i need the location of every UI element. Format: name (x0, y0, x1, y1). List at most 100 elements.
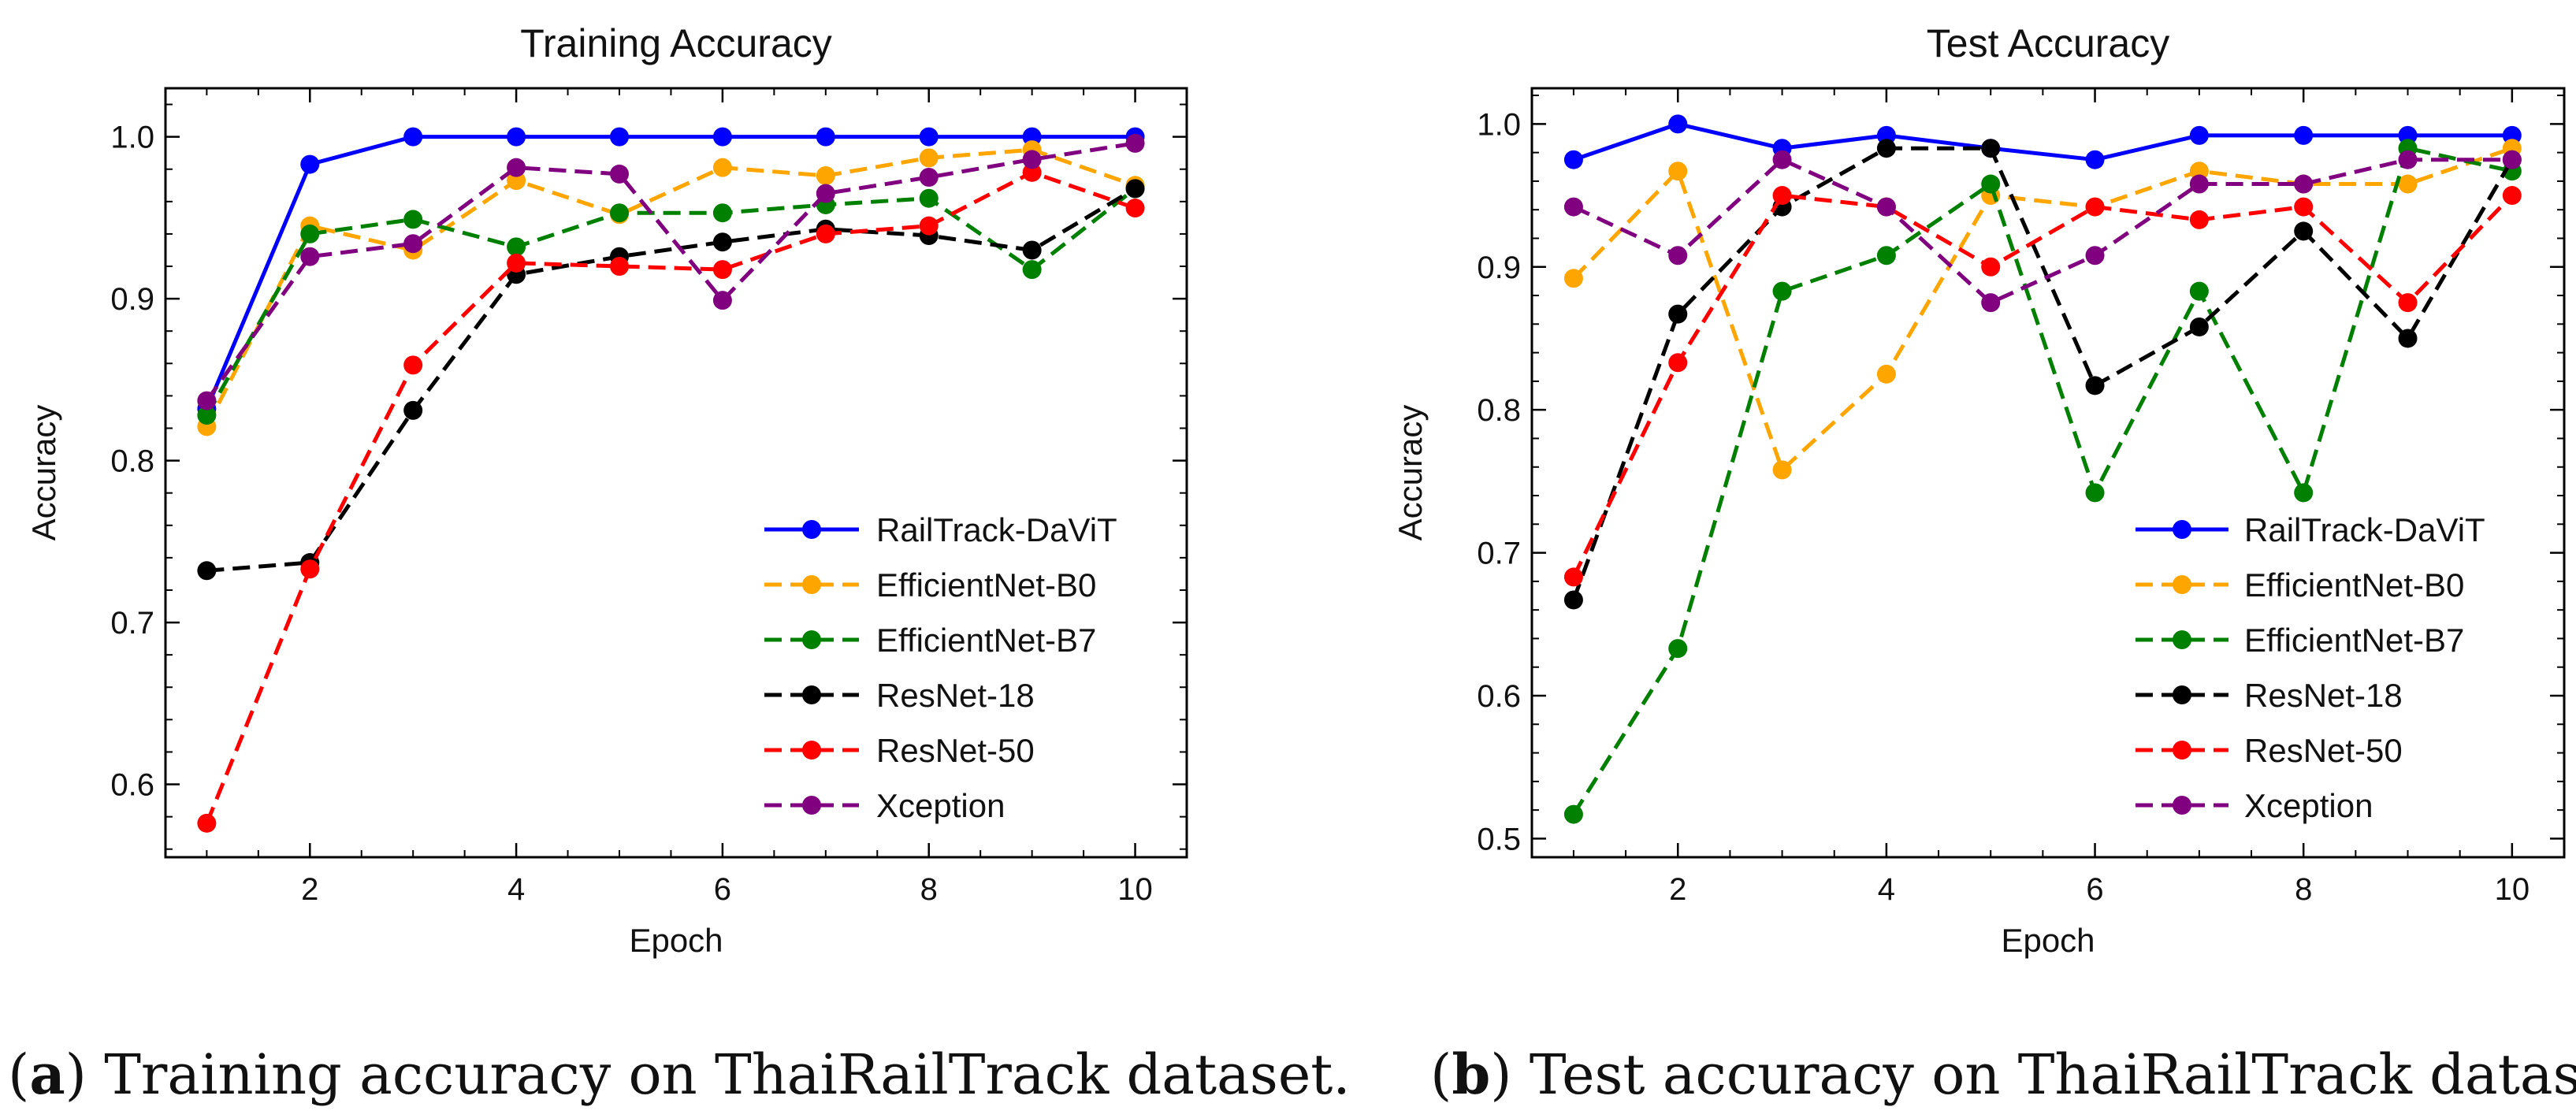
test-point-xception-epoch-3 (1772, 150, 1792, 169)
train-x-axis-label: Epoch (629, 922, 723, 959)
test-point-xception-epoch-5 (1981, 293, 2001, 313)
train-series-line-efficientnet-b0 (205, 147, 1136, 428)
train-series-line-resnet-18 (206, 187, 1136, 573)
train-y-tick-label-1-0: 1.0 (110, 121, 154, 155)
test-legend-marker-railtrack-davit (2173, 520, 2191, 539)
train-x-tick-label-2: 2 (301, 872, 318, 907)
test-y-tick-label-0-8: 0.8 (1477, 393, 1521, 428)
test-legend-label-xception: Xception (2244, 787, 2373, 824)
test-point-efficientnet-b7-epoch-7 (2189, 281, 2209, 301)
train-legend-label-xception: Xception (876, 787, 1005, 824)
train-legend-marker-railtrack-davit (802, 520, 821, 539)
train-y-axis-label: Accuracy (25, 405, 62, 541)
train-point-resnet-18-epoch-3 (403, 400, 423, 420)
test-point-xception-epoch-8 (2294, 174, 2314, 194)
train-legend-label-resnet-18: ResNet-18 (876, 677, 1035, 714)
train-legend-label-efficientnet-b7: EfficientNet-B7 (876, 622, 1096, 659)
train-point-railtrack-davit-epoch-8 (919, 127, 939, 147)
train-series-xception (197, 133, 1145, 410)
test-y-tick-label-0-5: 0.5 (1477, 822, 1521, 856)
test-legend-marker-efficientnet-b7 (2173, 630, 2191, 649)
train-point-resnet-50-epoch-4 (507, 253, 526, 273)
test-point-railtrack-davit-epoch-8 (2294, 125, 2314, 145)
test-x-tick-label-4: 4 (1878, 872, 1895, 907)
test-point-efficientnet-b0-epoch-3 (1772, 460, 1792, 480)
test-chart-title: Test Accuracy (1927, 21, 2169, 65)
train-point-xception-epoch-8 (919, 168, 939, 188)
test-accuracy-panel: 2 4 6 8 10 0.5 0.6 0.7 0.8 0.9 1.0 Test Accuracy Epo… (1392, 21, 2576, 1107)
test-point-resnet-18-epoch-2 (1668, 304, 1688, 324)
test-point-efficientnet-b0-epoch-2 (1668, 162, 1688, 181)
test-y-axis-label: Accuracy (1392, 405, 1429, 541)
train-legend-marker-efficientnet-b7 (802, 630, 821, 649)
train-caption-letter: a (29, 1042, 65, 1107)
test-series-railtrack-davit (1563, 114, 2522, 169)
test-caption-letter: b (1452, 1042, 1490, 1107)
train-point-railtrack-davit-epoch-3 (403, 127, 423, 147)
test-point-resnet-50-epoch-10 (2502, 186, 2522, 206)
train-y-tick-label-0-8: 0.8 (110, 444, 154, 479)
train-series-efficientnet-b7 (197, 179, 1145, 425)
test-point-resnet-50-epoch-7 (2189, 210, 2209, 229)
train-legend-label-efficientnet-b0: EfficientNet-B0 (876, 566, 1096, 604)
train-point-xception-epoch-3 (403, 234, 423, 254)
test-point-efficientnet-b0-epoch-4 (1876, 364, 1896, 384)
train-legend-marker-resnet-18 (802, 685, 821, 704)
train-point-resnet-50-epoch-10 (1125, 199, 1145, 218)
test-caption-open-paren: ( (1430, 1042, 1452, 1107)
test-legend-marker-efficientnet-b0 (2173, 575, 2191, 594)
train-point-efficientnet-b7-epoch-9 (1022, 260, 1042, 280)
test-legend-label-railtrack-davit: RailTrack-DaViT (2244, 511, 2485, 548)
test-point-railtrack-davit-epoch-2 (1668, 114, 1688, 134)
training-accuracy-panel: 2 4 6 8 10 0.6 0.7 0.8 0.9 1.0 Training Accuracy Ep… (8, 21, 1351, 1107)
test-point-xception-epoch-2 (1668, 246, 1688, 266)
test-point-resnet-18-epoch-4 (1876, 139, 1896, 158)
test-x-tick-label-10: 10 (2495, 872, 2530, 907)
test-point-resnet-18-epoch-8 (2294, 221, 2314, 241)
train-point-resnet-50-epoch-9 (1022, 162, 1042, 182)
test-point-resnet-18-epoch-6 (2085, 376, 2105, 396)
test-point-efficientnet-b7-epoch-2 (1668, 639, 1688, 659)
test-point-resnet-50-epoch-3 (1772, 186, 1792, 206)
train-caption-open-paren: ( (8, 1042, 29, 1107)
train-x-tick-label-4: 4 (507, 872, 525, 907)
train-y-tick-label-0-9: 0.9 (110, 282, 154, 317)
test-point-xception-epoch-4 (1876, 197, 1896, 217)
test-legend-label-resnet-18: ResNet-18 (2244, 677, 2403, 714)
test-point-resnet-50-epoch-9 (2398, 293, 2418, 313)
test-point-efficientnet-b7-epoch-1 (1563, 804, 1583, 824)
train-point-xception-epoch-6 (712, 291, 732, 310)
test-series-xception (1563, 150, 2522, 313)
train-x-tick-label-6: 6 (714, 872, 731, 907)
test-point-xception-epoch-6 (2085, 246, 2105, 266)
train-point-railtrack-davit-epoch-2 (300, 154, 320, 174)
train-point-railtrack-davit-epoch-5 (610, 127, 629, 147)
train-point-xception-epoch-1 (197, 391, 217, 410)
test-caption-close-paren: ) (1490, 1042, 1530, 1107)
train-point-efficientnet-b0-epoch-7 (816, 165, 835, 185)
train-point-resnet-50-epoch-5 (610, 257, 629, 277)
train-y-tick-label-0-7: 0.7 (110, 606, 154, 641)
test-point-efficientnet-b7-epoch-6 (2085, 483, 2105, 503)
train-x-tick-label-8: 8 (920, 872, 938, 907)
train-point-resnet-50-epoch-3 (403, 355, 423, 375)
test-point-efficientnet-b7-epoch-5 (1981, 174, 2001, 194)
test-y-tick-label-0-9: 0.9 (1477, 251, 1521, 285)
train-point-railtrack-davit-epoch-6 (712, 127, 732, 147)
test-x-tick-label-6: 6 (2086, 872, 2103, 907)
test-axes-frame (1530, 87, 2566, 859)
test-point-xception-epoch-7 (2189, 174, 2209, 194)
train-point-resnet-50-epoch-8 (919, 216, 939, 236)
train-point-railtrack-davit-epoch-7 (816, 127, 835, 147)
train-point-efficientnet-b7-epoch-5 (610, 203, 629, 223)
test-point-resnet-50-epoch-2 (1668, 353, 1688, 373)
train-x-tick-label-10: 10 (1117, 872, 1153, 907)
train-series-line-xception (205, 141, 1136, 403)
test-x-tick-label-2: 2 (1669, 872, 1686, 907)
train-point-resnet-18-epoch-10 (1125, 179, 1145, 199)
test-point-resnet-50-epoch-5 (1981, 257, 2001, 277)
train-point-xception-epoch-4 (507, 158, 526, 177)
test-point-resnet-18-epoch-5 (1981, 139, 2001, 158)
train-chart-title: Training Accuracy (520, 21, 832, 65)
